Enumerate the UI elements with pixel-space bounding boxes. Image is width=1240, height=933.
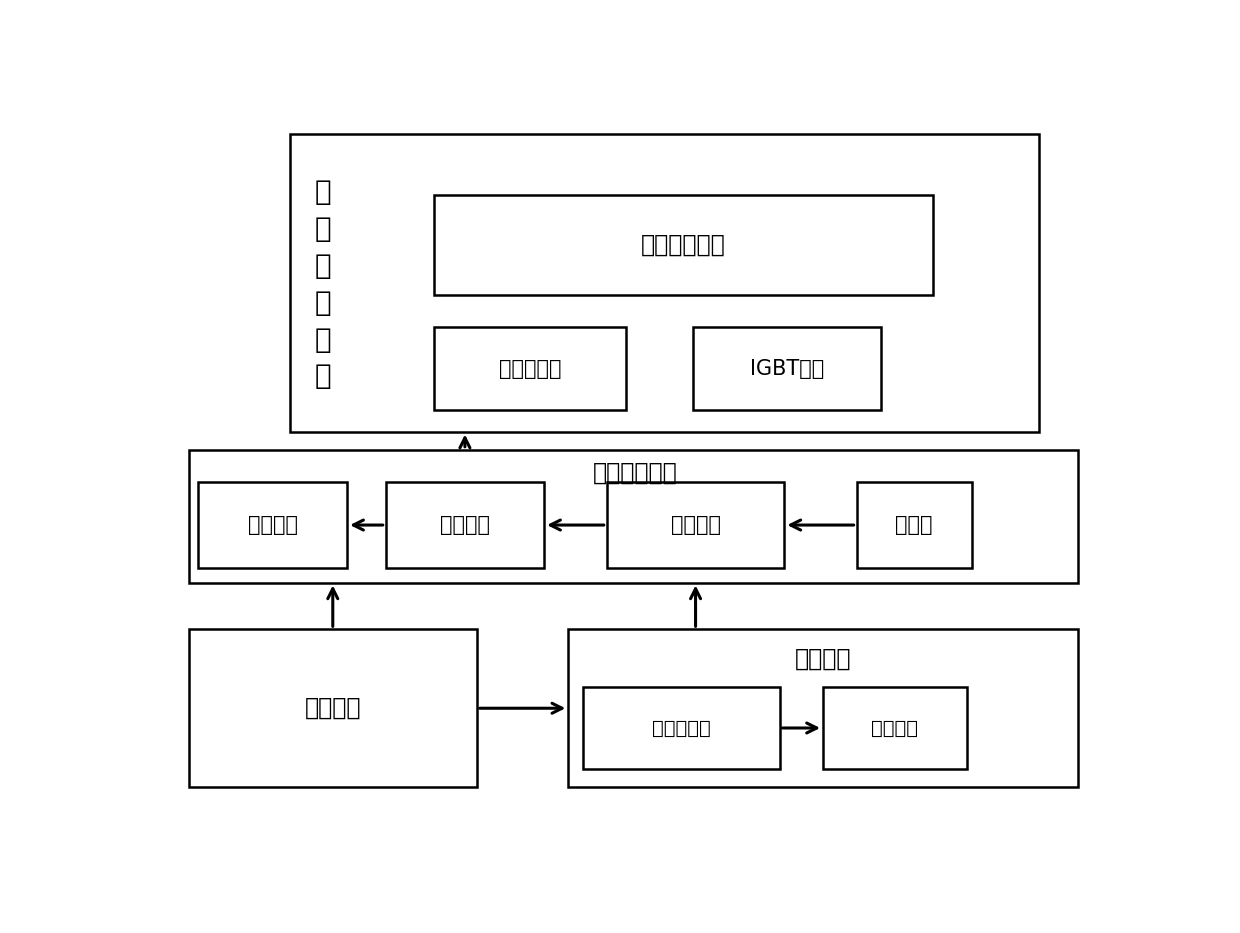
Text: IGBT驱动: IGBT驱动 bbox=[750, 359, 825, 379]
FancyBboxPatch shape bbox=[188, 450, 1078, 582]
Text: 隔离电源: 隔离电源 bbox=[440, 515, 490, 535]
Text: 调压操作机构: 调压操作机构 bbox=[641, 233, 725, 257]
FancyBboxPatch shape bbox=[606, 482, 785, 568]
FancyBboxPatch shape bbox=[198, 482, 347, 568]
Text: 运算控制模块: 运算控制模块 bbox=[593, 460, 678, 484]
Text: 直流储能: 直流储能 bbox=[671, 515, 720, 535]
FancyBboxPatch shape bbox=[693, 327, 880, 411]
Text: 触
发
输
出
模
块: 触 发 输 出 模 块 bbox=[315, 178, 331, 390]
Text: 控制单元: 控制单元 bbox=[248, 515, 298, 535]
FancyBboxPatch shape bbox=[583, 687, 780, 770]
Text: 供电模块: 供电模块 bbox=[305, 696, 361, 720]
Text: 测量绕组: 测量绕组 bbox=[872, 718, 919, 737]
FancyBboxPatch shape bbox=[386, 482, 544, 568]
FancyBboxPatch shape bbox=[188, 629, 477, 787]
FancyBboxPatch shape bbox=[568, 629, 1078, 787]
FancyBboxPatch shape bbox=[434, 195, 934, 295]
FancyBboxPatch shape bbox=[857, 482, 972, 568]
Text: 继电器控制: 继电器控制 bbox=[498, 359, 560, 379]
FancyBboxPatch shape bbox=[434, 327, 626, 411]
FancyBboxPatch shape bbox=[290, 133, 1039, 432]
Text: 测量模块: 测量模块 bbox=[795, 648, 851, 671]
Text: 模拟量采集: 模拟量采集 bbox=[652, 718, 711, 737]
Text: 整流器: 整流器 bbox=[895, 515, 932, 535]
FancyBboxPatch shape bbox=[823, 687, 967, 770]
